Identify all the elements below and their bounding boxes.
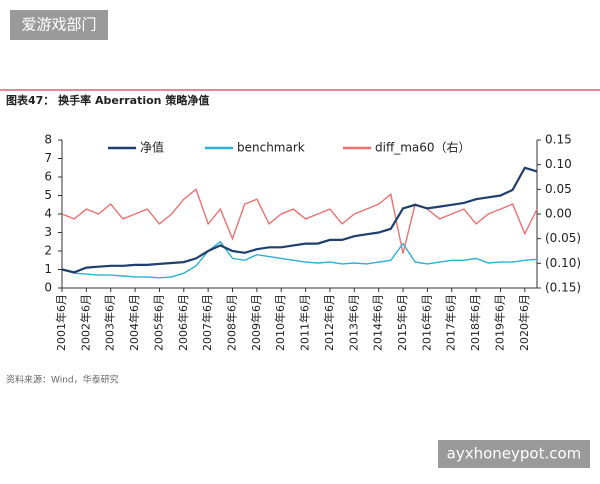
y2-tick-label: 0.00 [545,207,572,221]
y-tick-label: 0 [44,281,52,295]
x-tick-label: 2002年6月 [78,294,92,351]
x-tick-label: 2004年6月 [127,294,141,351]
y-tick-label: 2 [44,244,52,258]
x-tick-label: 2011年6月 [298,294,312,351]
x-tick-label: 2003年6月 [103,294,117,351]
chart-title: 图表47： 换手率 Aberration 策略净值 [6,93,209,107]
x-tick-label: 2017年6月 [444,294,458,351]
y2-tick-label: 0.15 [545,133,572,147]
y2-tick-label: (0.10) [545,256,581,270]
series-line [61,166,538,274]
x-tick-label: 2006年6月 [176,294,190,351]
y-tick-label: 8 [44,133,52,147]
x-tick-label: 2016年6月 [419,294,433,351]
x-tick-label: 2009年6月 [249,294,263,351]
y-tick-label: 4 [44,207,52,221]
y-tick-label: 6 [44,170,52,184]
watermark: 爱游戏部门 [21,16,96,34]
x-tick-label: 2008年6月 [225,294,239,351]
x-tick-label: 2015年6月 [395,294,409,351]
x-tick-label: 2018年6月 [468,294,482,351]
legend-label: benchmark [237,141,305,155]
y-tick-label: 5 [44,188,52,202]
y2-tick-label: (0.15) [545,281,581,295]
legend-label: 净值 [140,140,164,155]
x-tick-label: 2007年6月 [200,294,214,351]
watermark-box [10,10,108,40]
y2-tick-label: 0.05 [545,182,572,196]
legend-label: diff_ma60（右） [375,140,471,155]
source: 资料来源：Wind，华泰研究 [6,374,119,386]
watermark-box [438,440,590,468]
x-tick-label: 2020年6月 [517,294,531,351]
x-tick-label: 2012年6月 [322,294,336,351]
y2-tick-label: 0.10 [545,157,572,171]
y-tick-label: 1 [44,262,52,276]
x-tick-label: 2014年6月 [371,294,385,351]
x-tick-label: 2019年6月 [492,294,506,351]
x-tick-label: 2010年6月 [273,294,287,351]
y-tick-label: 7 [44,151,52,165]
series-line [61,240,538,279]
x-tick-label: 2005年6月 [151,294,165,351]
series-line [61,188,538,254]
x-tick-label: 2013年6月 [346,294,360,351]
watermark: ayxhoneypot.com [447,445,582,463]
x-tick-label: 2001年6月 [54,294,68,351]
y-tick-label: 3 [44,225,52,239]
y2-tick-label: (0.05) [545,231,581,245]
